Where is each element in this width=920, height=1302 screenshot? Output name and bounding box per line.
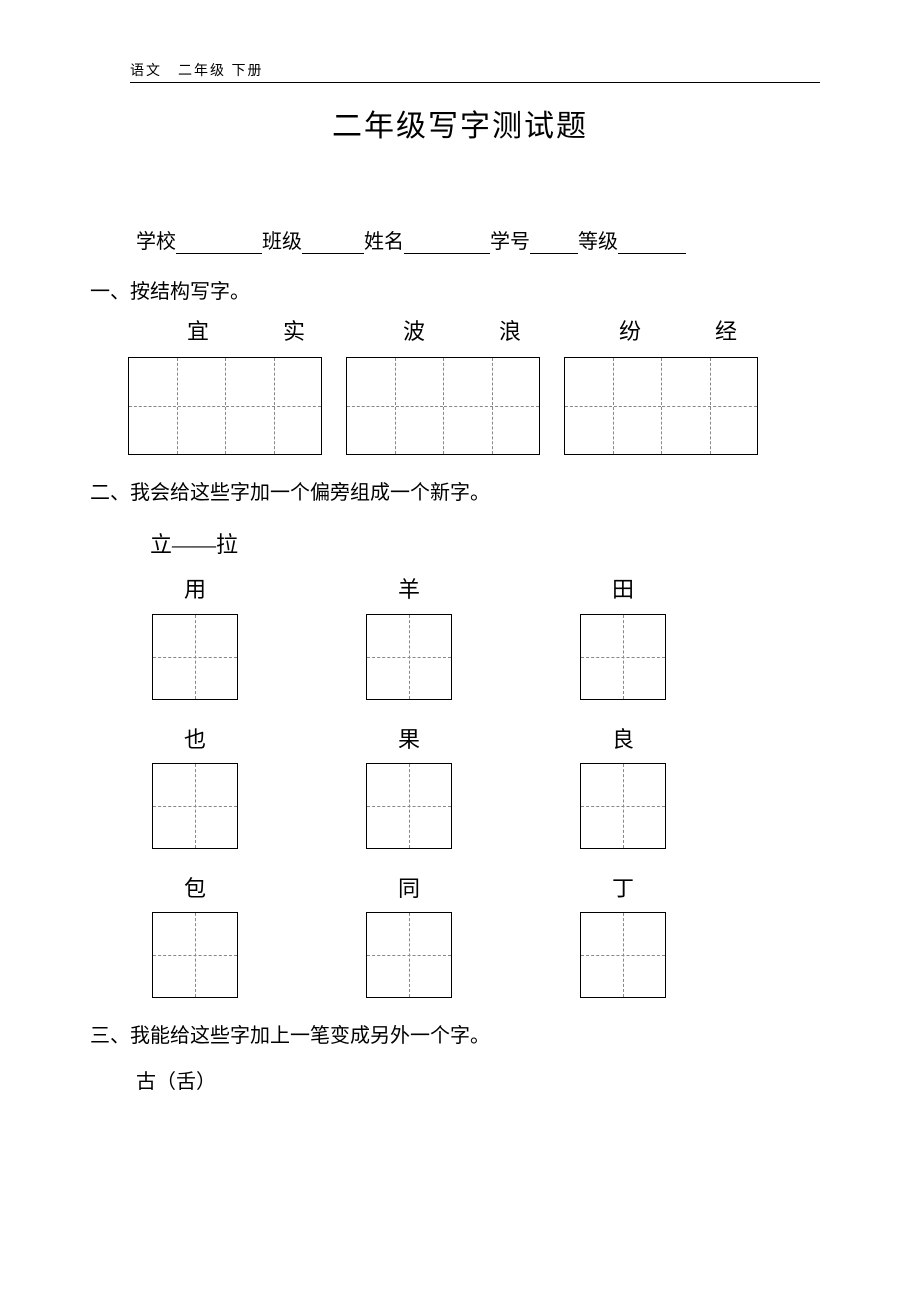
writing-cell[interactable] [152,912,238,998]
q3-heading: 三、我能给这些字加上一笔变成另外一个字。 [90,1020,830,1052]
q1-char: 纷 [582,314,678,349]
writing-cell[interactable] [565,358,661,454]
q2-char: 用 [184,572,206,607]
info-label: 班级 [262,225,302,254]
q2-row: 包同丁 [90,871,830,998]
info-blank[interactable] [176,232,262,254]
q2-char: 良 [612,722,634,757]
q1-char: 实 [246,314,342,349]
info-label: 学号 [490,225,530,254]
writing-cell[interactable] [580,763,666,849]
q2-char: 同 [398,871,420,906]
q1-heading: 一、按结构写字。 [90,276,830,308]
q2-row: 也果良 [90,722,830,849]
info-label: 学校 [136,225,176,254]
info-label: 等级 [578,225,618,254]
writing-cell[interactable] [152,614,238,700]
q2-row: 用羊田 [90,572,830,699]
q2-example: 立——拉 [90,527,830,562]
page-header: 语文 二年级 下册 [130,60,820,83]
q2-cell: 也 [150,722,240,849]
q2-char: 羊 [398,572,420,607]
writing-cell[interactable] [366,763,452,849]
info-blank[interactable] [404,232,490,254]
q1-char: 浪 [462,314,558,349]
q2-cell: 良 [578,722,668,849]
worksheet-title: 二年级写字测试题 [90,101,830,145]
writing-cell[interactable] [152,763,238,849]
q1-grid-pair [564,357,758,455]
info-blank[interactable] [302,232,364,254]
q2-cell: 羊 [364,572,454,699]
writing-cell[interactable] [443,358,539,454]
q2-cell: 丁 [578,871,668,998]
q2-cell: 果 [364,722,454,849]
q2-char: 也 [184,722,206,757]
info-label: 姓名 [364,225,404,254]
q3-example: 古（舌） [90,1066,830,1098]
q2-heading: 二、我会给这些字加一个偏旁组成一个新字。 [90,477,830,509]
writing-cell[interactable] [225,358,321,454]
writing-cell[interactable] [347,358,443,454]
q2-grid: 用 羊 田也 果 良包 同 丁 [90,572,830,998]
q2-char: 田 [612,572,634,607]
q1-char-row: 宜实波浪纷经 [90,314,830,349]
question-2: 二、我会给这些字加一个偏旁组成一个新字。 立——拉 用 羊 田也 果 良包 同 丁 [90,477,830,998]
q1-char: 经 [678,314,774,349]
question-1: 一、按结构写字。 宜实波浪纷经 [90,276,830,455]
writing-cell[interactable] [661,358,757,454]
q1-grid-pair [346,357,540,455]
writing-cell[interactable] [580,614,666,700]
q2-char: 果 [398,722,420,757]
q2-cell: 用 [150,572,240,699]
q2-char: 丁 [612,871,634,906]
writing-cell[interactable] [580,912,666,998]
student-info-row: 学校 班级 姓名 学号 等级 [90,225,830,254]
writing-cell[interactable] [129,358,225,454]
q1-char: 波 [366,314,462,349]
writing-cell[interactable] [366,614,452,700]
q2-char: 包 [184,871,206,906]
worksheet-page: 语文 二年级 下册 二年级写字测试题 学校 班级 姓名 学号 等级 一、按结构写字。 宜… [0,0,920,1302]
q1-grid-pair [128,357,322,455]
info-blank[interactable] [530,232,578,254]
q2-cell: 包 [150,871,240,998]
info-blank[interactable] [618,232,686,254]
q1-grid [128,357,830,455]
q2-cell: 同 [364,871,454,998]
writing-cell[interactable] [366,912,452,998]
q2-cell: 田 [578,572,668,699]
q1-char: 宜 [150,314,246,349]
question-3: 三、我能给这些字加上一笔变成另外一个字。 古（舌） [90,1020,830,1098]
